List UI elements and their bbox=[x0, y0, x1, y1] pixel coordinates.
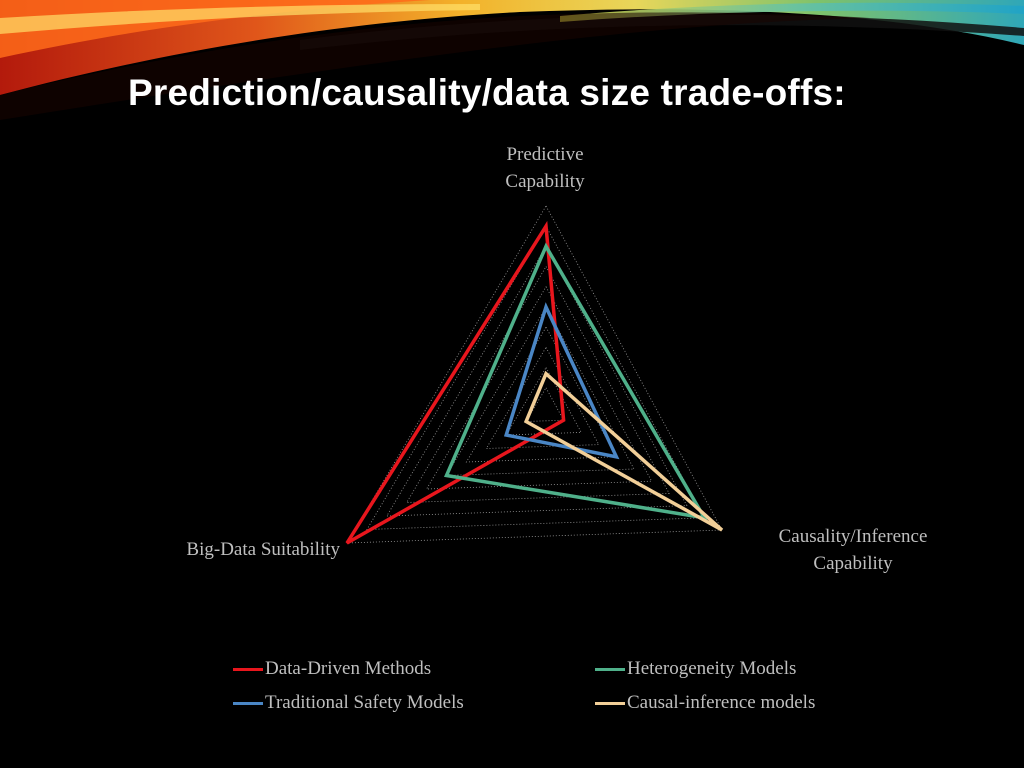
series-heterogeneity-models bbox=[443, 242, 708, 521]
radar-gridline bbox=[425, 285, 653, 490]
axis-label-2: Big-Data Suitability bbox=[186, 539, 340, 560]
radar-gridlines bbox=[346, 205, 723, 544]
legend-label: Causal-inference models bbox=[627, 692, 816, 713]
radar-gridline bbox=[405, 265, 670, 503]
legend-swatch bbox=[233, 701, 263, 705]
radar-gridline bbox=[525, 386, 565, 422]
legend-item: Causal-inference models bbox=[595, 692, 815, 714]
radar-gridline bbox=[386, 245, 688, 517]
axis-labels: Predictive Capability Causality/Inference C… bbox=[186, 144, 927, 574]
decorative-header-swoosh bbox=[0, 0, 1024, 121]
legend-label: Heterogeneity Models bbox=[627, 658, 797, 679]
slide-title: Prediction/causality/data size trade-off… bbox=[128, 72, 846, 113]
radar-series bbox=[345, 220, 724, 545]
radar-gridline bbox=[346, 205, 723, 544]
series-causal-inference-models bbox=[523, 370, 724, 532]
legend-label: Traditional Safety Models bbox=[265, 692, 464, 713]
legend-swatch bbox=[595, 701, 625, 705]
series-traditional-safety-models bbox=[503, 302, 620, 460]
legend-swatch bbox=[233, 667, 263, 671]
radar-gridline bbox=[366, 225, 706, 530]
radar-gridline bbox=[465, 326, 618, 463]
radar-gridline bbox=[505, 366, 582, 436]
axis-label-0: Predictive Capability bbox=[505, 144, 585, 192]
legend-swatch bbox=[595, 667, 625, 671]
legend-item: Traditional Safety Models bbox=[233, 692, 464, 714]
legend-item: Heterogeneity Models bbox=[595, 658, 796, 680]
axis-label-1: Causality/Inference Capability bbox=[779, 526, 928, 574]
legend-item: Data-Driven Methods bbox=[233, 658, 431, 680]
legend-label: Data-Driven Methods bbox=[265, 658, 432, 679]
series-data-driven-methods bbox=[345, 220, 566, 545]
